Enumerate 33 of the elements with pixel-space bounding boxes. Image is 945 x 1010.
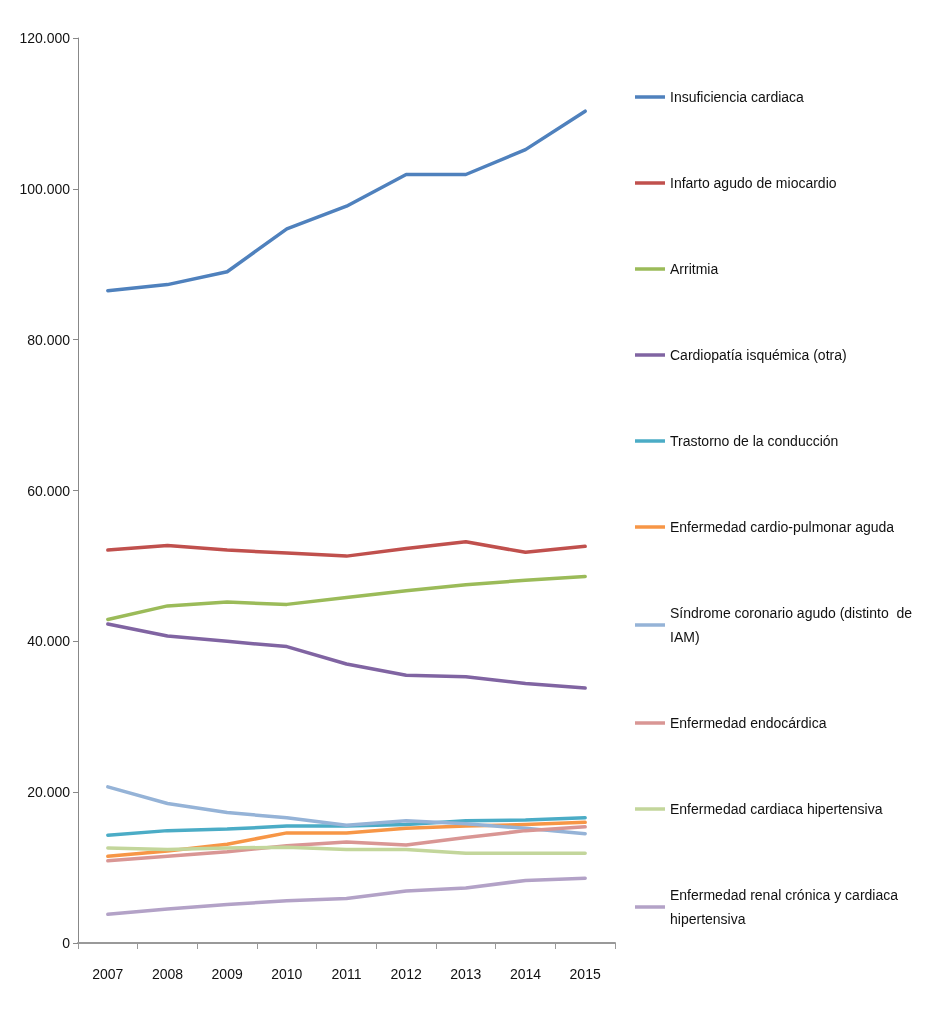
legend-label: Trastorno de la conducción: [670, 433, 839, 449]
y-tick-label: 80.000: [27, 331, 71, 348]
line-series: [106, 622, 587, 690]
line-series: [106, 540, 587, 558]
legend-label: Enfermedad cardiaca hipertensiva: [670, 801, 883, 817]
y-tick-label: 60.000: [27, 482, 71, 499]
x-tick-label: 2015: [569, 966, 601, 982]
legend-label: Enfermedad endocárdica: [670, 715, 827, 731]
line-series: [106, 845, 587, 855]
line-series: [106, 109, 587, 293]
legend-label: Cardiopatía isquémica (otra): [670, 347, 847, 363]
x-tick-label: 2010: [271, 966, 303, 982]
line-series: [106, 785, 587, 836]
x-tick-label: 2013: [450, 966, 482, 982]
line-series: [106, 574, 587, 622]
x-tick-label: 2009: [211, 966, 243, 982]
legend-label: Enfermedad cardio-pulmonar aguda: [670, 519, 895, 535]
y-tick-label: 100.000: [19, 180, 71, 197]
line-series: [106, 876, 587, 917]
legend-label: Arritmia: [670, 261, 719, 277]
legend-label: Infarto agudo de miocardio: [670, 175, 837, 191]
y-tick-label: 0: [62, 935, 71, 951]
y-tick-label: 20.000: [27, 784, 71, 801]
x-tick-label: 2008: [151, 966, 184, 982]
x-tick-label: 2012: [390, 966, 422, 982]
legend-label: Síndrome coronario agudo (distinto de IAM): [670, 605, 916, 645]
x-tick-label: 2014: [509, 966, 542, 982]
legend-label: Insuficiencia cardiaca: [670, 89, 805, 105]
y-tick-label: 40.000: [27, 633, 71, 650]
y-tick-label: 120.000: [19, 30, 71, 46]
x-tick-label: 2011: [331, 966, 362, 982]
x-tick-label: 2007: [92, 966, 124, 982]
legend-label: Enfermedad renal crónica y cardiaca hipertensiva: [670, 887, 902, 927]
